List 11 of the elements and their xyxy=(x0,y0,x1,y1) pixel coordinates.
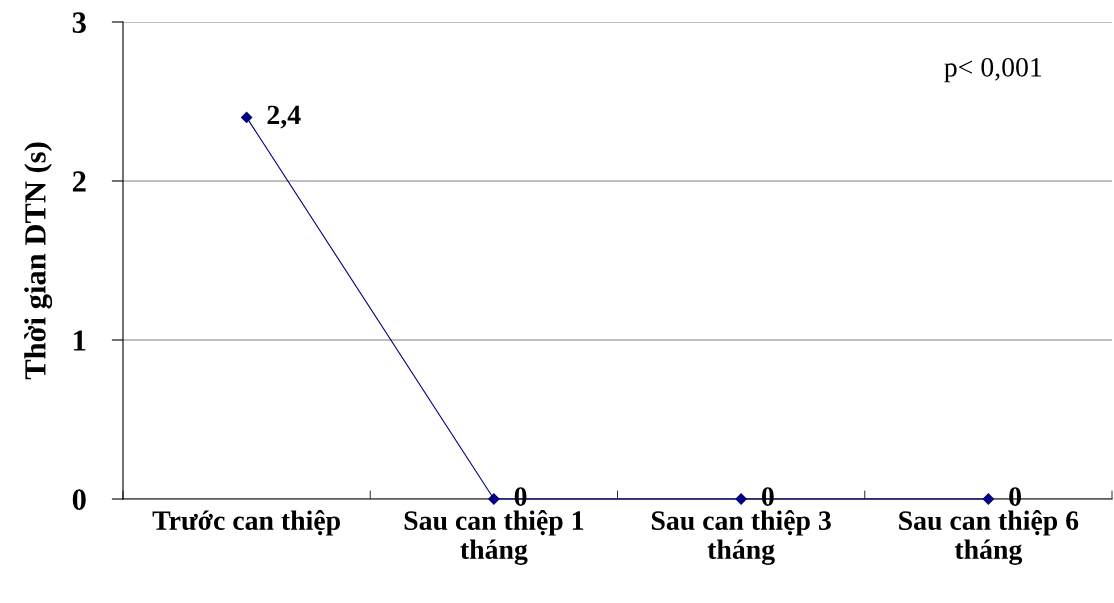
y-tick-label: 0 xyxy=(72,489,86,510)
y-tick-label: 1 xyxy=(74,330,86,351)
data-label: 2,4 xyxy=(267,105,301,129)
y-axis-title: Thời gian DTN (s) xyxy=(24,142,53,380)
x-tick-label: Sau can thiệp 1 tháng xyxy=(404,510,584,565)
y-tick-label: 3 xyxy=(72,12,86,33)
x-tick-label: Sau can thiệp 3 tháng xyxy=(651,510,831,565)
x-tick-label: Sau can thiệp 6 tháng xyxy=(899,510,1079,565)
x-tick-label: Trước can thiệp xyxy=(152,510,340,536)
annotation: p< 0,001 xyxy=(944,57,1042,83)
y-tick-label: 2 xyxy=(72,171,86,192)
